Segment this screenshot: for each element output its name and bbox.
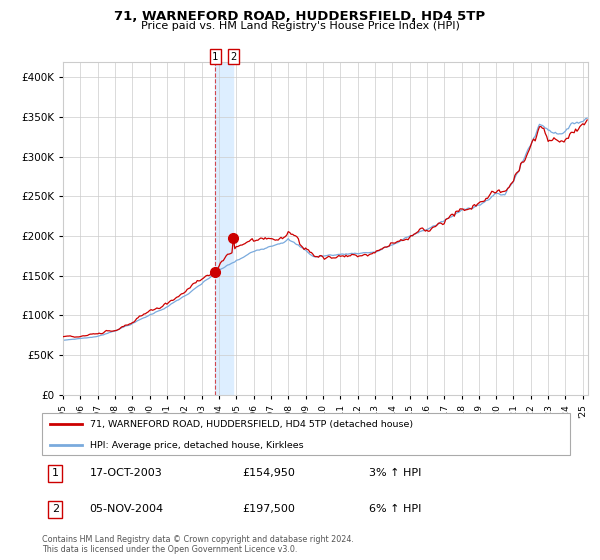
Bar: [215, 62, 233, 395]
Text: 1: 1: [212, 52, 218, 62]
FancyBboxPatch shape: [42, 413, 570, 455]
Text: Price paid vs. HM Land Registry's House Price Index (HPI): Price paid vs. HM Land Registry's House …: [140, 21, 460, 31]
Text: Contains HM Land Registry data © Crown copyright and database right 2024.
This d: Contains HM Land Registry data © Crown c…: [42, 535, 354, 554]
Text: 1: 1: [52, 468, 59, 478]
Text: 71, WARNEFORD ROAD, HUDDERSFIELD, HD4 5TP: 71, WARNEFORD ROAD, HUDDERSFIELD, HD4 5T…: [115, 10, 485, 23]
Text: 2: 2: [230, 52, 236, 62]
Text: 17-OCT-2003: 17-OCT-2003: [89, 468, 162, 478]
Text: 05-NOV-2004: 05-NOV-2004: [89, 505, 164, 515]
Text: 3% ↑ HPI: 3% ↑ HPI: [370, 468, 422, 478]
Text: 71, WARNEFORD ROAD, HUDDERSFIELD, HD4 5TP (detached house): 71, WARNEFORD ROAD, HUDDERSFIELD, HD4 5T…: [89, 420, 413, 429]
Text: 2: 2: [52, 505, 59, 515]
Text: HPI: Average price, detached house, Kirklees: HPI: Average price, detached house, Kirk…: [89, 441, 303, 450]
Text: 6% ↑ HPI: 6% ↑ HPI: [370, 505, 422, 515]
Text: £154,950: £154,950: [242, 468, 296, 478]
Text: £197,500: £197,500: [242, 505, 296, 515]
